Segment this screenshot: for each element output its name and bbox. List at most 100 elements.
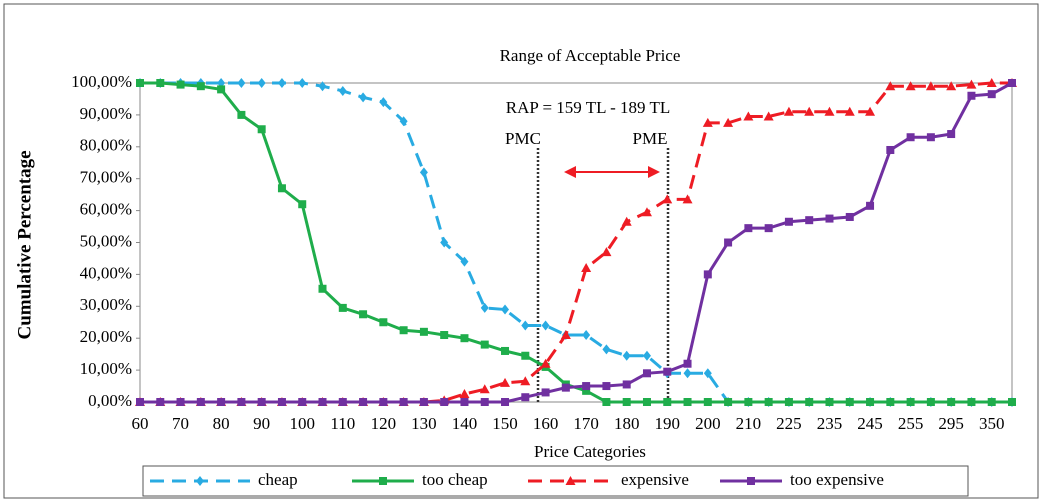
x-tick-label: 245 <box>857 414 883 433</box>
marker <box>419 398 428 406</box>
x-tick-label: 120 <box>371 414 397 433</box>
x-tick-label: 80 <box>213 414 230 433</box>
marker <box>987 398 996 406</box>
marker <box>379 477 387 485</box>
marker <box>702 117 713 127</box>
x-tick-label: 235 <box>817 414 843 433</box>
marker <box>520 376 531 386</box>
marker <box>480 340 489 349</box>
y-tick-label: 60,00% <box>80 200 132 219</box>
marker <box>642 350 651 361</box>
marker <box>582 330 591 341</box>
series-line <box>140 81 1012 404</box>
marker <box>561 383 570 392</box>
marker <box>947 398 956 406</box>
series <box>136 79 1016 406</box>
marker <box>683 359 692 368</box>
marker <box>298 200 307 209</box>
marker <box>379 318 388 327</box>
marker <box>298 398 307 406</box>
x-tick-label: 160 <box>533 414 559 433</box>
marker <box>479 384 490 394</box>
marker <box>622 350 631 361</box>
marker <box>986 78 997 87</box>
x-tick-label: 60 <box>132 414 149 433</box>
marker <box>541 320 550 331</box>
marker <box>176 80 185 89</box>
x-tick-label: 130 <box>411 414 437 433</box>
marker <box>521 351 530 360</box>
frame <box>3 3 1039 499</box>
y-axis-title: Cumulative Percentage <box>14 150 35 339</box>
marker <box>804 106 815 116</box>
marker <box>480 302 489 313</box>
marker <box>521 320 530 331</box>
marker <box>621 216 632 226</box>
marker <box>560 330 571 340</box>
marker <box>156 79 165 87</box>
marker <box>763 111 774 121</box>
plot-area <box>139 82 1013 403</box>
marker <box>237 110 246 119</box>
marker <box>480 398 489 406</box>
y-tick-label: 50,00% <box>80 231 132 250</box>
marker <box>1008 79 1016 87</box>
marker <box>682 194 693 204</box>
marker <box>642 369 651 378</box>
marker <box>582 382 591 391</box>
series-line <box>140 81 1012 404</box>
y-tick-label: 90,00% <box>80 104 132 123</box>
x-tick-label: 350 <box>979 414 1005 433</box>
marker <box>399 398 408 406</box>
marker <box>359 310 368 319</box>
x-tick-label: 255 <box>898 414 924 433</box>
marker <box>565 476 576 485</box>
marker <box>501 304 510 315</box>
x-tick-label: 110 <box>330 414 355 433</box>
x-tick-label: 140 <box>452 414 478 433</box>
marker <box>379 398 388 406</box>
marker <box>703 368 712 379</box>
marker <box>440 237 449 248</box>
range-arrow <box>564 166 660 178</box>
marker <box>866 398 875 406</box>
marker <box>886 398 895 406</box>
series-line <box>140 81 1013 404</box>
chart-title: Range of Acceptable Price <box>500 46 681 65</box>
marker <box>865 106 876 116</box>
marker <box>906 398 915 406</box>
marker <box>521 393 530 402</box>
y-tick-label: 20,00% <box>80 327 132 346</box>
marker <box>825 214 834 223</box>
marker <box>966 79 977 89</box>
marker <box>196 476 204 486</box>
series-line <box>140 81 1012 404</box>
marker <box>602 344 611 355</box>
marker <box>744 398 753 406</box>
marker <box>946 81 957 91</box>
marker <box>338 303 347 312</box>
annotation: PME <box>633 129 668 148</box>
marker <box>582 386 591 395</box>
y-tick-label: 40,00% <box>80 263 132 282</box>
marker <box>947 130 956 139</box>
x-tick-label: 295 <box>938 414 964 433</box>
series <box>135 78 1017 406</box>
marker <box>338 85 347 96</box>
marker <box>824 106 835 116</box>
marker <box>724 238 733 247</box>
marker <box>805 398 814 406</box>
legend-label: too cheap <box>422 470 488 489</box>
marker <box>277 398 286 406</box>
marker <box>783 106 794 116</box>
x-tick-label: 70 <box>172 414 189 433</box>
marker <box>460 256 469 267</box>
marker <box>217 398 226 406</box>
marker <box>379 97 388 108</box>
y-tick-label: 70,00% <box>80 168 132 187</box>
marker <box>622 398 631 406</box>
x-tick-label: 225 <box>776 414 802 433</box>
marker <box>663 398 672 406</box>
y-tick-label: 80,00% <box>80 136 132 155</box>
marker <box>764 398 773 406</box>
